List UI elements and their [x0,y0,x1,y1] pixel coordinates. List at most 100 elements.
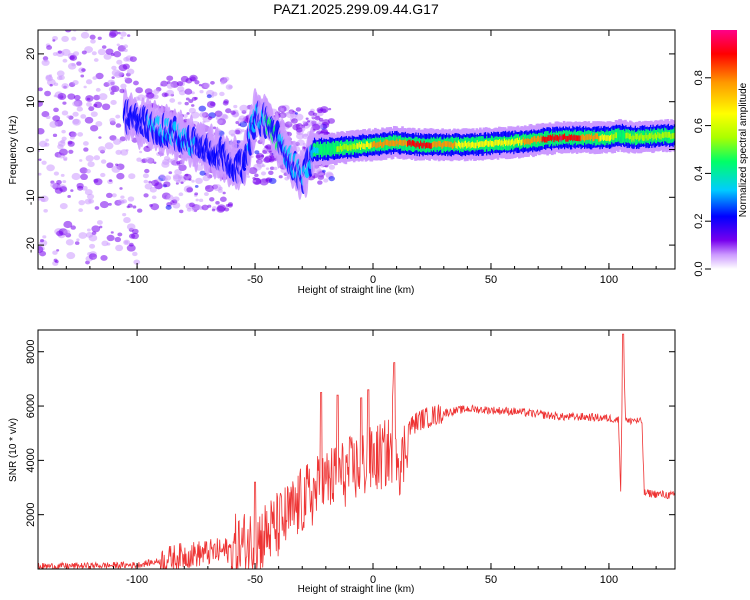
spectrogram-noise-blob [44,90,52,97]
spectrogram-noise-blob [56,179,62,185]
spectrogram-noise-blob [210,80,215,85]
spectrogram-noise-blob [317,174,325,180]
spectrogram-noise-blob [53,82,59,87]
spectrogram-noise-blob [78,232,87,239]
spectrogram-noise-blob [70,189,74,192]
spectrogram-noise-blob [61,83,69,89]
spectrogram-noise-blob [123,44,129,49]
spectrogram-noise-blob [219,91,225,97]
spectrogram-noise-blob [61,35,69,43]
snr-ylabel: SNR (10 * v/v) [8,418,19,482]
spectrogram-noise-blob [63,229,71,235]
spectrogram-noise-blob [119,88,126,94]
spectrogram-noise-blob [91,231,97,236]
spectrogram-noise-blob [74,241,80,245]
spectrogram-noise-blob [61,110,69,116]
spectrogram-noise-blob [295,127,303,133]
spectrogram-noise-blob [114,71,123,79]
spectrogram-noise-blob [268,177,277,185]
colorbar-tick-label: 0.4 [693,166,705,181]
spectrogram-noise-blob [72,80,79,86]
snr-xlabel: Height of straight line (km) [298,584,415,595]
spectrogram-noise-blob [105,48,114,55]
snr-ytick-label: 8000 [25,339,37,363]
spectrogram-noise-blob [64,30,72,33]
spectrogram-noise-blob [137,208,143,213]
spectrogram-noise-blob [52,250,58,255]
spectrogram-noise-blob [80,173,88,181]
spectrogram-noise-blob [195,204,202,210]
spectrogram-noise-blob [67,141,75,147]
spectrogram-noise-blob [111,193,117,198]
spectrogram-noise-blob [177,101,182,105]
spectrogram-noise-blob [57,92,67,101]
spectrogram-noise-blob [132,251,138,257]
spectrogram-noise-blob [215,200,220,205]
spectrogram-noise-blob [39,238,44,243]
spectrogram-noise-blob [106,192,113,199]
spectrogram-noise-blob [291,118,298,124]
spectrogram-xtick-label: 0 [370,274,376,286]
spectrogram-noise-blob [127,196,135,202]
spectrogram-noise-blob [234,129,241,135]
spectrogram-noise-blob [63,158,68,162]
spectrogram-noise-blob [98,136,102,139]
spectrogram-ytick-label: -20 [25,237,37,253]
spectrogram-noise-blob [202,120,206,124]
spectrogram-noise-blob [124,240,129,244]
spectrogram-noise-blob [99,225,103,229]
spectrogram-noise-blob [45,138,49,142]
spectrogram-noise-blob [98,146,106,153]
spectrogram-noise-blob [223,76,230,82]
spectrogram-noise-blob [83,85,87,89]
colorbar-gradient [711,30,737,269]
spectrogram-noise-blob [62,101,67,105]
spectrogram-noise-blob [253,177,261,185]
spectrogram-noise-blob [264,145,269,149]
spectrogram-noise-blob [106,162,114,169]
spectrogram-noise-blob [40,195,49,203]
spectrogram-noise-blob [168,171,173,175]
spectrogram-noise-blob [57,50,62,54]
spectrogram-noise-blob [115,244,124,252]
snr-panel: -100 -50 0 50 100 2000 4000 6000 8000 Height of … [8,329,676,595]
spectrogram-noise-blob [178,192,184,197]
spectrogram-noise-blob [317,109,323,114]
spectrogram-noise-blob [116,43,120,47]
spectrogram-noise-blob [67,93,76,100]
spectrogram-noise-blob [172,196,180,202]
spectrogram-noise-blob [164,175,172,181]
spectrogram-noise-blob [122,63,130,70]
spectrogram-noise-blob [80,114,87,119]
spectrogram-noise-blob [131,232,140,240]
spectrogram-noise-blob [113,51,122,58]
spectrogram-noise-blob [132,205,137,209]
spectrogram-noise-blob [71,36,77,41]
spectrogram-noise-blob [57,140,66,147]
spectrogram-noise-blob [206,94,212,99]
spectrogram-noise-blob [172,173,180,180]
spectrogram-noise-blob [254,173,259,178]
spectrogram-noise-blob [194,184,199,188]
spectrogram-noise-blob [216,119,223,125]
spectrogram-noise-blob [194,80,200,85]
spectrogram-noise-blob [101,45,107,49]
spectrogram-noise-blob [186,112,190,115]
spectrogram-noise-blob [184,101,189,106]
spectrogram-noise-blob [180,181,184,185]
spectrogram-noise-blob [65,239,74,246]
spectrogram-xtick-label: -100 [126,274,148,286]
spectrogram-noise-blob [45,115,51,120]
spectrogram-noise-blob [80,31,90,39]
spectrogram-noise-blob [260,171,267,176]
colorbar-tick-label: 0.6 [693,118,705,133]
spectrogram-noise-blob [255,154,261,159]
spectrogram-noise-blob [78,208,84,213]
spectrogram-noise-blob [115,123,122,128]
spectrogram-noise-blob [53,94,57,98]
spectrogram-noise-blob [115,163,119,166]
figure-title: PAZ1.2025.299.09.44.G17 [273,1,439,17]
spectrogram-noise-blob [38,172,42,176]
spectrogram-noise-blob [60,173,65,177]
